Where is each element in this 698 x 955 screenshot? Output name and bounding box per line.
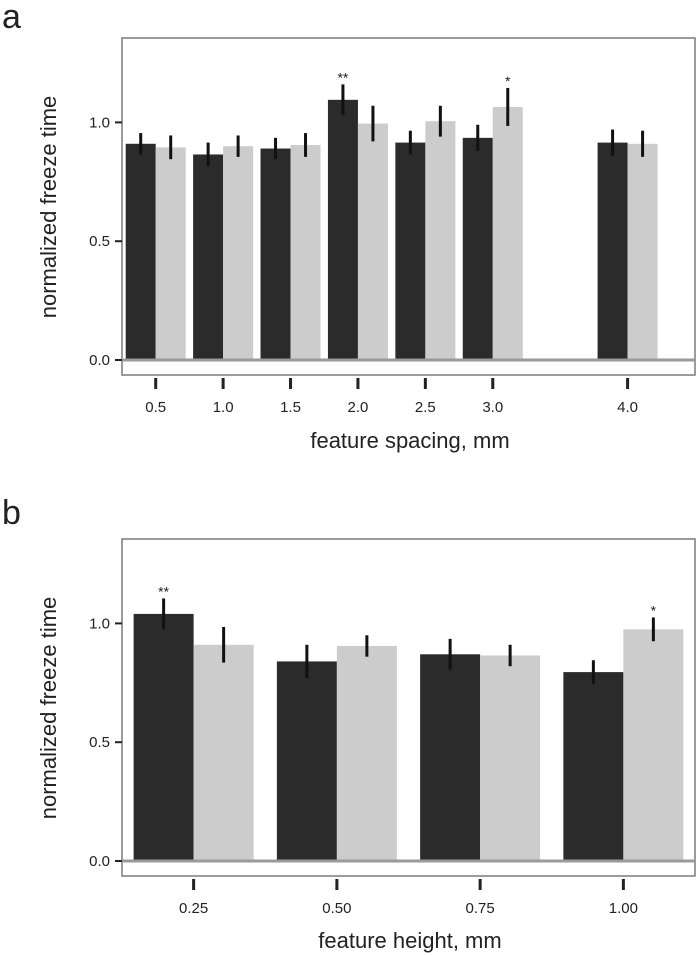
bar-a-s0-6: [597, 142, 628, 360]
bar-a-s0-1: [193, 154, 224, 360]
x-tick-label-b-2: 0.75: [466, 900, 495, 917]
bar-b-s1-0: [193, 644, 254, 861]
y-tick-label-a-0: 0.0: [89, 352, 110, 369]
x-tick-label-a-2: 1.5: [280, 399, 301, 416]
bar-b-s1-1: [336, 645, 397, 861]
panel-b: b normalized freeze time feature height,…: [2, 494, 696, 953]
x-axis-title-a: feature spacing, mm: [310, 428, 509, 453]
significance-marker-b-0: **: [158, 583, 169, 599]
bar-b-s0-3: [563, 672, 624, 861]
y-tick-label-a-1: 0.5: [89, 233, 110, 250]
y-tick-label-b-1: 0.5: [89, 734, 110, 751]
bar-a-s1-3: [357, 123, 388, 360]
bar-b-s0-1: [276, 661, 337, 861]
plot-frame-a: [121, 37, 696, 376]
bar-a-s0-0: [125, 143, 156, 360]
significance-marker-b-1: *: [651, 602, 657, 618]
significance-marker-a-0: **: [337, 69, 348, 85]
y-axis-title-b: normalized freeze time: [36, 597, 61, 820]
x-tick-label-a-4: 2.5: [415, 399, 436, 416]
x-tick-label-a-3: 2.0: [348, 399, 369, 416]
x-tick-label-a-6: 4.0: [617, 399, 638, 416]
x-tick-label-b-0: 0.25: [179, 900, 208, 917]
bar-a-s0-3: [327, 99, 358, 360]
x-tick-label-a-1: 1.0: [213, 399, 234, 416]
bar-a-s1-5: [492, 106, 523, 361]
significance-marker-a-1: *: [505, 73, 511, 89]
bar-b-s0-0: [133, 613, 194, 861]
panel-a: a normalized freeze time feature spacing…: [2, 0, 696, 453]
y-tick-label-b-0: 0.0: [89, 853, 110, 870]
plot-frame-b: [121, 538, 696, 877]
x-tick-label-a-0: 0.5: [145, 399, 166, 416]
bar-a-s0-2: [260, 148, 291, 360]
y-tick-label-a-2: 1.0: [89, 114, 110, 131]
panel-letter-a: a: [2, 0, 21, 36]
bar-a-s1-4: [425, 121, 456, 360]
bar-b-s1-2: [480, 655, 541, 861]
x-tick-label-b-3: 1.00: [609, 900, 638, 917]
x-axis-title-b: feature height, mm: [318, 928, 501, 953]
plot-area-a: 0.00.51.00.5 1.0 1.5 2.0 2.5 3.0 4.0** *: [89, 37, 696, 416]
bar-a-s1-1: [223, 146, 254, 360]
bar-a-s0-5: [462, 137, 493, 360]
bar-a-s1-6: [627, 143, 658, 360]
y-axis-title-a: normalized freeze time: [36, 96, 61, 319]
bar-b-s0-2: [420, 654, 481, 861]
x-tick-label-b-1: 0.50: [322, 900, 351, 917]
y-tick-label-b-2: 1.0: [89, 615, 110, 632]
panel-letter-b: b: [2, 494, 21, 532]
x-tick-label-a-5: 3.0: [482, 399, 503, 416]
plot-area-b: 0.00.51.00.25 0.50 0.75 1.00***: [89, 538, 696, 917]
bar-a-s0-4: [395, 142, 426, 360]
bar-a-s1-2: [290, 144, 321, 360]
bar-a-s1-0: [155, 147, 186, 360]
bar-b-s1-3: [623, 629, 684, 861]
